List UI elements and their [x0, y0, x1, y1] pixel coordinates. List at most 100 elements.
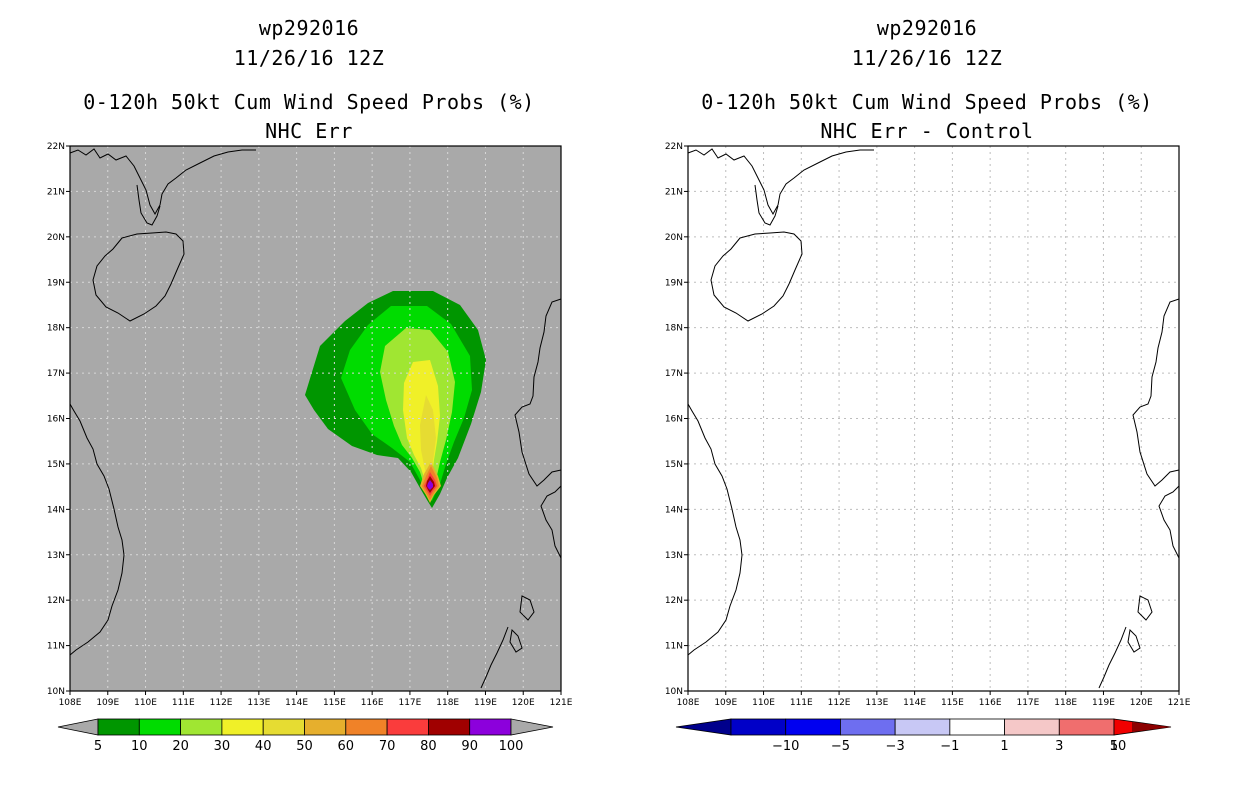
colorbar-swatch	[304, 718, 347, 736]
coastline-luzon	[1132, 298, 1180, 487]
coastline-chinacoast	[687, 148, 874, 216]
lon-label: 115E	[323, 698, 346, 708]
colorbar-label: 10	[131, 739, 148, 754]
lon-label: 121E	[1168, 698, 1191, 708]
colorbar-swatch	[97, 718, 140, 736]
coastline-hainan	[92, 231, 185, 322]
subtitle: NHC Err - Control	[820, 119, 1034, 143]
colorbar-swatch	[427, 718, 471, 736]
colorbar-label: 40	[255, 739, 272, 754]
colorbar-high-arrow	[1132, 722, 1171, 732]
colorbar-label: 70	[379, 739, 396, 754]
lat-label: 17N	[665, 369, 683, 379]
map-gridlines	[688, 146, 1179, 691]
coastline-luzons	[1158, 485, 1180, 559]
colorbar-label: 10	[1110, 739, 1127, 754]
lat-label: 20N	[665, 233, 683, 243]
colorbar-label: −5	[831, 739, 850, 754]
colorbar-swatch	[949, 718, 1005, 736]
coastline-chinacoast	[69, 148, 256, 216]
coastline-leizhou	[136, 184, 161, 226]
colorbar-swatch	[1004, 718, 1060, 736]
lon-label: 120E	[512, 698, 535, 708]
colorbar-low-arrow	[57, 718, 99, 736]
colorbar-swatch	[138, 718, 182, 736]
lon-label: 110E	[752, 698, 775, 708]
coastline-mindoro	[480, 626, 509, 689]
lon-label: 114E	[903, 698, 926, 708]
lat-label: 21N	[665, 187, 683, 197]
colorbar-label: 20	[172, 739, 189, 754]
colorbar-high-arrow	[510, 718, 554, 736]
coastlines	[69, 148, 562, 689]
product-title: 0-120h 50kt Cum Wind Speed Probs (%)	[83, 90, 535, 114]
lat-label: 17N	[47, 369, 65, 379]
colorbar-label: 50	[296, 739, 313, 754]
lat-label: 13N	[665, 551, 683, 561]
lat-label: 14N	[665, 505, 683, 515]
lat-label: 16N	[47, 415, 65, 425]
lon-label: 108E	[677, 698, 700, 708]
coastline-islanda	[1127, 628, 1141, 653]
map-gridlines	[70, 146, 561, 691]
colorbar-swatch	[1058, 718, 1115, 736]
lon-label: 117E	[1016, 698, 1039, 708]
lon-label: 109E	[714, 698, 737, 708]
lon-label: 118E	[436, 698, 459, 708]
lon-label: 116E	[979, 698, 1002, 708]
lat-label: 11N	[665, 642, 683, 652]
lon-label: 115E	[941, 698, 964, 708]
coastline-luzon	[514, 298, 562, 487]
lon-label: 116E	[361, 698, 384, 708]
lat-label: 12N	[47, 596, 65, 606]
lon-label: 117E	[398, 698, 421, 708]
product-title: 0-120h 50kt Cum Wind Speed Probs (%)	[701, 90, 1153, 114]
coastline-islanda	[509, 628, 523, 653]
lat-label: 18N	[47, 324, 65, 334]
lon-label: 118E	[1054, 698, 1077, 708]
lat-label: 19N	[47, 278, 65, 288]
lat-label: 12N	[665, 596, 683, 606]
lat-label: 16N	[665, 415, 683, 425]
lat-label: 14N	[47, 505, 65, 515]
colorbar-label: 5	[94, 739, 102, 754]
lat-label: 21N	[47, 187, 65, 197]
coastline-vietnam	[69, 403, 125, 656]
colorbar-label: 1	[1000, 739, 1008, 754]
lat-label: 19N	[665, 278, 683, 288]
left-map-figure: 22N21N20N19N18N17N16N15N14N13N12N11N10N1…	[47, 142, 573, 754]
lon-label: 121E	[550, 698, 573, 708]
storm-id-title: wp292016	[258, 16, 360, 40]
colorbar-swatch	[180, 718, 223, 736]
colorbar-label: 90	[461, 739, 478, 754]
lat-label: 11N	[47, 642, 65, 652]
left-panel: wp292016 11/26/16 12Z 0-120h 50kt Cum Wi…	[47, 16, 573, 754]
lon-label: 111E	[790, 698, 813, 708]
lat-label: 13N	[47, 551, 65, 561]
coastline-hainan	[710, 231, 803, 322]
lat-label: 22N	[665, 142, 683, 152]
lon-label: 109E	[96, 698, 119, 708]
lat-label: 20N	[47, 233, 65, 243]
coastline-luzons	[540, 485, 562, 559]
colorbar-swatch	[730, 718, 787, 736]
colorbar-swatch	[469, 718, 512, 736]
lon-label: 108E	[59, 698, 82, 708]
colorbar-swatch	[345, 718, 388, 736]
colorbar-label: 60	[338, 739, 355, 754]
coastline-leizhou	[754, 184, 779, 226]
prob-contour-90	[427, 480, 433, 490]
lon-label: 111E	[172, 698, 195, 708]
prob-contour-40	[420, 395, 436, 480]
storm-id-title: wp292016	[876, 16, 978, 40]
coastline-vietnam	[687, 403, 743, 656]
right-map-figure: 22N21N20N19N18N17N16N15N14N13N12N11N10N1…	[665, 142, 1191, 754]
colorbar-swatch	[894, 718, 951, 736]
lon-label: 119E	[474, 698, 497, 708]
colorbar-swatch	[221, 718, 264, 736]
lon-label: 113E	[865, 698, 888, 708]
lon-label: 112E	[828, 698, 851, 708]
lon-label: 112E	[210, 698, 233, 708]
colorbar-label: −3	[886, 739, 905, 754]
lat-label: 10N	[47, 687, 65, 697]
